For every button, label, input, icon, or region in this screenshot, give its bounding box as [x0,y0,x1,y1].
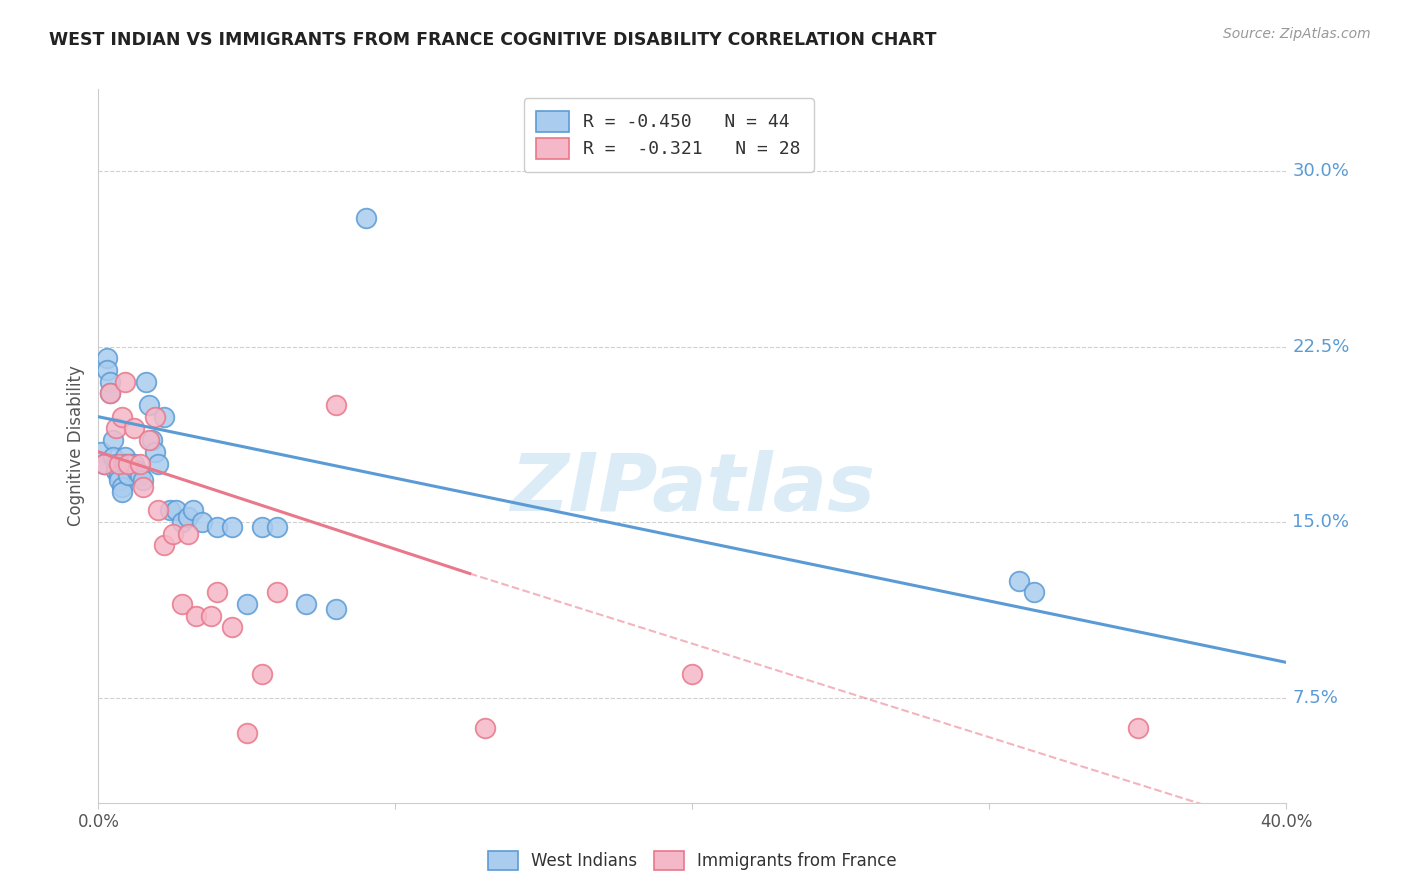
Y-axis label: Cognitive Disability: Cognitive Disability [66,366,84,526]
Point [236,597,259,611]
Point [146,457,169,471]
Point [159,503,181,517]
Point [138,433,160,447]
Point [135,375,157,389]
Point [170,597,193,611]
Point [681,667,703,681]
Point [354,211,377,225]
Point [176,526,198,541]
Point [176,510,198,524]
Point [125,464,148,478]
Point [152,409,174,424]
Point [186,608,208,623]
Point [183,503,205,517]
Point [141,433,163,447]
Point [96,363,118,377]
Point [250,667,273,681]
Point [114,450,136,464]
Point [1008,574,1031,588]
Point [108,468,131,483]
Point [122,457,145,471]
Point [170,515,193,529]
Point [152,538,174,552]
Text: 7.5%: 7.5% [1292,689,1339,706]
Point [105,421,128,435]
Point [111,484,134,499]
Point [165,503,187,517]
Point [93,457,115,471]
Point [114,457,136,471]
Point [111,480,134,494]
Point [108,473,131,487]
Point [474,721,496,735]
Point [120,457,142,471]
Text: Source: ZipAtlas.com: Source: ZipAtlas.com [1223,27,1371,41]
Point [325,398,347,412]
Point [1126,721,1149,735]
Point [162,526,184,541]
Point [114,375,136,389]
Point [266,585,288,599]
Point [191,515,214,529]
Point [122,421,145,435]
Point [266,519,288,533]
Point [117,457,139,471]
Point [200,608,222,623]
Point [98,386,121,401]
Point [93,457,115,471]
Point [132,480,155,494]
Point [103,450,125,464]
Point [1022,585,1045,599]
Point [111,409,134,424]
Point [129,457,152,471]
Point [236,725,259,739]
Point [221,620,243,634]
Point [143,445,166,459]
Legend: West Indians, Immigrants from France: West Indians, Immigrants from France [481,844,904,877]
Point [98,386,121,401]
Text: ZIPatlas: ZIPatlas [510,450,875,528]
Point [103,433,125,447]
Point [325,601,347,615]
Point [108,457,131,471]
Text: 22.5%: 22.5% [1292,337,1350,356]
Point [205,585,228,599]
Point [295,597,318,611]
Text: 15.0%: 15.0% [1292,513,1350,531]
Text: WEST INDIAN VS IMMIGRANTS FROM FRANCE COGNITIVE DISABILITY CORRELATION CHART: WEST INDIAN VS IMMIGRANTS FROM FRANCE CO… [49,31,936,49]
Point [90,445,112,459]
Text: 30.0%: 30.0% [1292,162,1350,180]
Point [117,468,139,483]
Point [129,468,152,483]
Point [205,519,228,533]
Point [143,409,166,424]
Point [105,457,128,471]
Point [132,473,155,487]
Point [146,503,169,517]
Point [98,375,121,389]
Point [138,398,160,412]
Point [96,351,118,366]
Point [105,464,128,478]
Point [250,519,273,533]
Point [221,519,243,533]
